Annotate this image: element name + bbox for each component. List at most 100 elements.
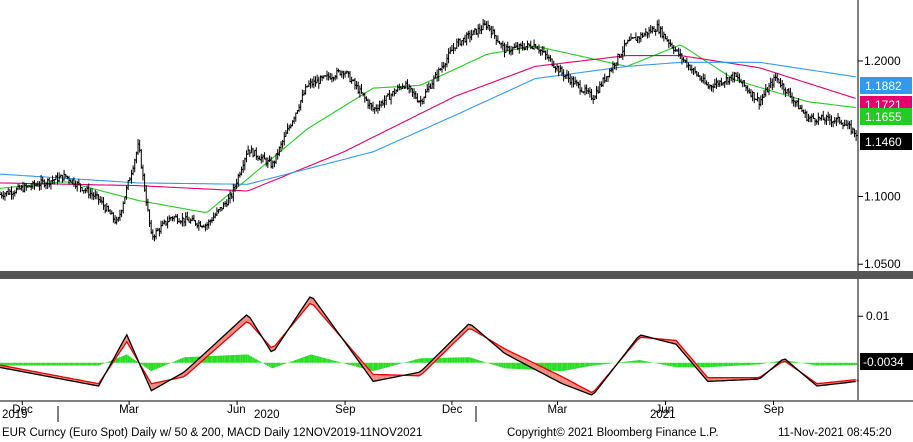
macd-line <box>0 296 856 396</box>
macd-signal-fill <box>373 374 377 382</box>
price-bar <box>320 75 324 82</box>
price-bar <box>826 111 830 121</box>
price-bar <box>220 206 224 212</box>
price-bar <box>578 80 582 95</box>
price-bar <box>757 97 761 110</box>
x-month-label: Sep <box>763 404 783 416</box>
macd-signal-fill <box>559 375 564 385</box>
macd-signal-fill <box>316 303 321 314</box>
macd-signal-fill <box>440 348 444 357</box>
price-bar <box>445 54 449 68</box>
price-bar <box>650 26 654 34</box>
price-bar <box>272 160 276 168</box>
price-bar <box>387 89 391 100</box>
price-bar <box>573 76 577 85</box>
price-bar <box>148 209 152 227</box>
price-bar <box>353 77 357 90</box>
price-bar <box>821 110 825 121</box>
price-bar <box>478 23 482 35</box>
price-bar <box>649 25 653 34</box>
price-bar <box>41 176 45 185</box>
price-bar <box>162 219 166 225</box>
price-bar <box>711 83 715 93</box>
price-bar <box>180 212 184 227</box>
price-bar <box>259 153 263 164</box>
price-y-tick-label: 1.2000 <box>864 54 901 68</box>
price-bar <box>708 84 712 90</box>
macd-signal-fill <box>419 369 423 376</box>
price-bar <box>241 159 245 173</box>
price-bar <box>240 166 244 176</box>
macd-signal-fill <box>707 377 712 382</box>
macd-last-value-label: -0.0034 <box>860 353 913 370</box>
price-bar <box>779 77 783 88</box>
macd-signal-fill <box>369 370 374 382</box>
price-bar <box>300 89 304 103</box>
footer-copyright: Copyright© 2021 Bloomberg Finance L.P. <box>507 427 719 439</box>
price-bar <box>317 76 321 89</box>
price-y-tick-label: 1.1000 <box>864 189 901 203</box>
price-bar <box>207 219 211 229</box>
price-bar <box>713 78 717 88</box>
price-bar <box>571 76 575 88</box>
price-bar <box>466 30 470 39</box>
price-bar <box>294 112 298 122</box>
price-bar <box>762 90 766 99</box>
price-bar <box>118 209 122 221</box>
price-bar <box>287 124 291 131</box>
price-bar <box>502 42 506 58</box>
price-bar <box>622 39 626 57</box>
price-bar <box>639 32 643 43</box>
price-bar <box>851 127 855 134</box>
macd-signal-fill <box>429 359 434 367</box>
price-bar <box>585 84 589 95</box>
price-bar <box>98 196 102 204</box>
price-bar <box>343 70 347 78</box>
price-y-tick-label: 1.0500 <box>864 257 901 271</box>
price-bar <box>782 83 786 95</box>
price-bar <box>629 33 633 41</box>
price-bar <box>335 67 339 80</box>
macd-signal-fill <box>718 377 722 381</box>
price-bar <box>461 37 465 46</box>
macd-signal-fill <box>457 331 462 340</box>
price-bar <box>355 80 359 90</box>
price-bar <box>733 72 737 83</box>
price-bar <box>230 193 234 200</box>
macd-signal-fill <box>461 327 465 336</box>
price-bar <box>716 79 720 87</box>
price-bar <box>302 89 306 96</box>
x-year-label: 2021 <box>650 409 676 421</box>
price-bar <box>849 119 853 135</box>
price-bar <box>790 92 794 104</box>
macd-signal-fill <box>552 372 557 381</box>
price-bar <box>166 216 170 229</box>
macd-last-value-text: -0.0034 <box>863 355 904 369</box>
price-bar <box>332 76 336 82</box>
price-bar <box>254 147 258 160</box>
price-bar <box>719 77 723 86</box>
price-bar <box>583 84 587 96</box>
price-bar <box>159 220 163 234</box>
price-bar <box>687 62 691 71</box>
price-bar <box>384 95 388 105</box>
price-bar <box>312 76 316 89</box>
price-bar <box>767 82 771 96</box>
price-bar <box>368 99 372 110</box>
price-bar <box>396 84 400 92</box>
macd-signal-fill <box>302 302 307 313</box>
macd-signal-fill <box>454 334 458 343</box>
price-bar <box>299 100 303 111</box>
macd-y-tick-label: 0.01 <box>866 309 890 323</box>
x-month-label: Jun <box>656 404 675 416</box>
price-bar <box>95 191 99 200</box>
ma-line <box>0 55 856 192</box>
price-bar <box>468 30 472 43</box>
price-bar <box>192 214 196 222</box>
price-bar <box>194 220 198 226</box>
price-bar <box>803 109 807 119</box>
price-bar <box>341 70 345 80</box>
last-value-text: 1.1460 <box>865 135 902 149</box>
price-bar <box>460 40 464 47</box>
price-bar <box>598 81 602 93</box>
